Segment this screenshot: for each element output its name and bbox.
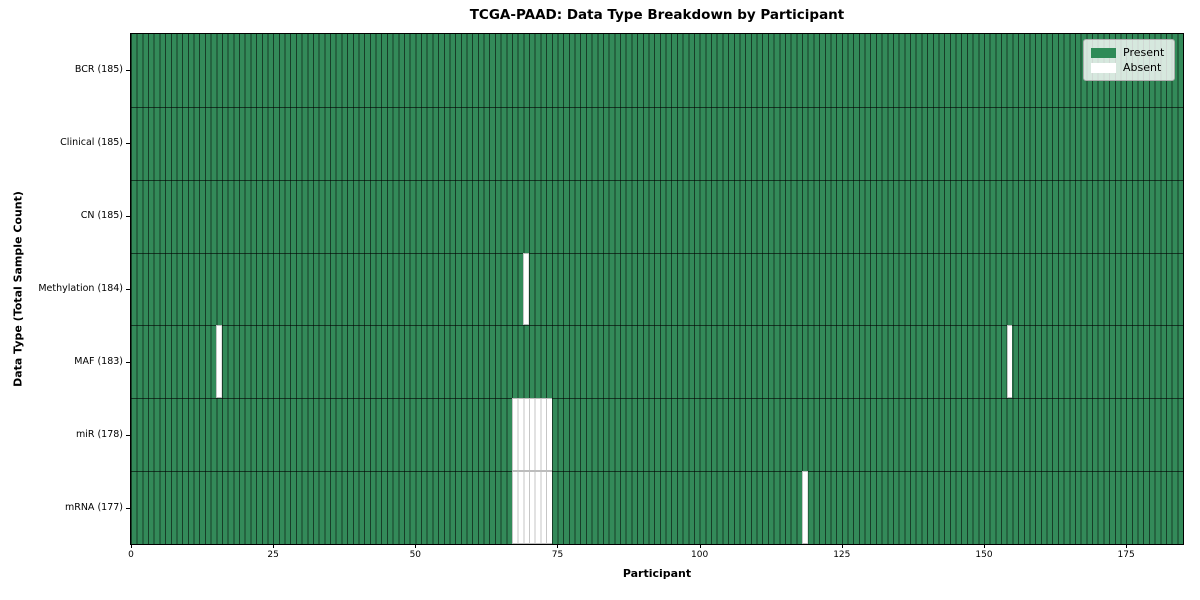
data-row-methylation: [131, 252, 1183, 326]
y-tick-label: miR (178): [75, 428, 123, 440]
data-row-clinical: [131, 106, 1183, 180]
x-tick-label: 100: [691, 550, 709, 560]
absent-block-mrna: [511, 471, 552, 544]
absent-block-mrna: [802, 471, 808, 544]
y-tick-label: mRNA (177): [64, 501, 123, 513]
y-tick-mark: [126, 361, 130, 363]
y-tick-mark: [126, 434, 130, 436]
y-tick-mark: [126, 289, 130, 290]
data-row-bcr: [131, 34, 1183, 107]
x-tick-mark: [1126, 544, 1128, 548]
x-tick-label: 75: [551, 550, 564, 560]
absent-block-methylation: [523, 252, 530, 326]
y-tick-label: MAF (183): [74, 355, 123, 367]
x-tick-mark: [699, 544, 701, 548]
y-tick-label: CN (185): [80, 210, 123, 222]
x-tick-mark: [415, 544, 417, 548]
y-tick-label: Methylation (184): [38, 283, 123, 294]
x-tick-mark: [273, 544, 275, 548]
legend-label-present: Present: [1123, 46, 1165, 59]
legend-entry-present: Present: [1091, 47, 1167, 58]
data-row-mir: [131, 398, 1183, 472]
y-tick-mark: [126, 216, 130, 218]
plot-area: [131, 34, 1183, 544]
x-axis-label: Participant: [622, 567, 692, 580]
x-tick-mark: [131, 544, 132, 548]
chart-title: TCGA-PAAD: Data Type Breakdown by Partic…: [469, 7, 845, 23]
x-tick-label: 0: [128, 550, 134, 560]
x-tick-label: 150: [975, 550, 993, 560]
y-tick-mark: [126, 70, 130, 72]
row-divider: [131, 252, 1183, 254]
row-divider: [131, 106, 1183, 108]
row-divider: [131, 325, 1183, 327]
data-row-cn: [131, 179, 1183, 253]
data-row-mrna: [131, 471, 1183, 544]
y-tick-label: BCR (185): [74, 64, 123, 76]
x-tick-label: 125: [833, 550, 851, 560]
absent-block-mir: [511, 398, 552, 472]
absent-block-maf: [1006, 325, 1013, 399]
x-tick-mark: [983, 544, 985, 548]
data-row-maf: [131, 325, 1183, 399]
x-tick-mark: [557, 544, 559, 548]
present-swatch-icon: [1091, 47, 1116, 58]
legend: Present Absent: [1083, 39, 1175, 81]
legend-entry-absent: Absent: [1091, 62, 1167, 73]
x-tick-mark: [841, 544, 843, 548]
row-divider: [131, 471, 1183, 473]
x-tick-label: 25: [267, 550, 279, 560]
x-tick-label: 175: [1117, 550, 1135, 560]
row-divider: [131, 398, 1183, 400]
legend-label-absent: Absent: [1123, 61, 1162, 74]
y-tick-mark: [126, 507, 130, 509]
absent-block-maf: [216, 325, 222, 399]
y-tick-label: Clinical (185): [60, 137, 123, 149]
y-tick-mark: [126, 143, 130, 145]
row-divider: [131, 179, 1183, 181]
absent-swatch-icon: [1091, 62, 1116, 73]
x-tick-label: 50: [409, 550, 422, 560]
